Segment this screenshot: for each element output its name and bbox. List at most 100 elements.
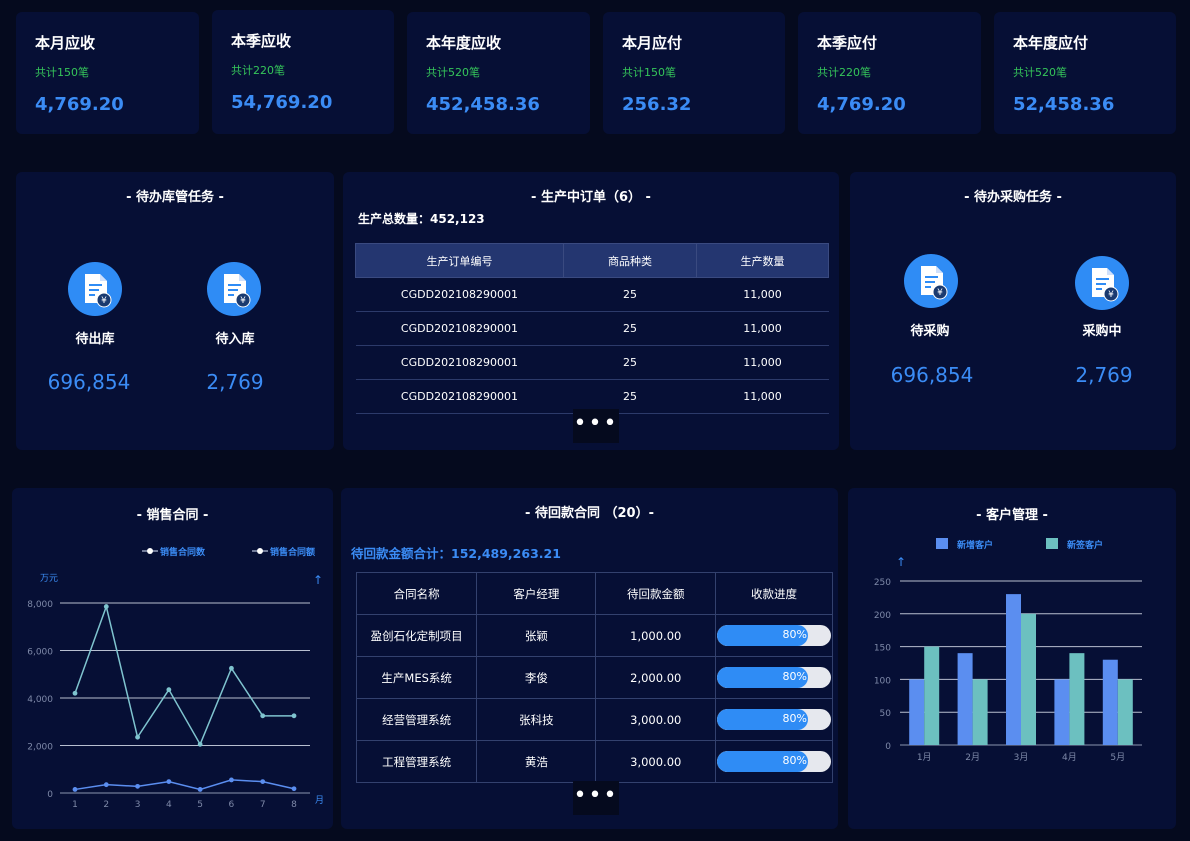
progress-cell: 80% — [715, 656, 833, 699]
document-yen-icon[interactable]: ¥ — [207, 262, 261, 316]
order-number: CGDD202108290001 — [355, 379, 564, 414]
table-row[interactable]: 经营管理系统 张科技 3,000.00 80% — [355, 698, 833, 741]
product-count: 25 — [563, 379, 697, 414]
stat-value: 54,769.20 — [231, 92, 333, 113]
column-header: 客户经理 — [476, 572, 597, 615]
svg-text:¥: ¥ — [101, 296, 107, 306]
stat-card-month-receivable: 本月应收 共计150笔 4,769.20 — [16, 12, 199, 134]
x-tick-label: 3 — [135, 800, 141, 810]
legend-label: 销售合同数 — [160, 546, 206, 558]
svg-text:¥: ¥ — [240, 296, 246, 306]
table-row[interactable]: CGDD202108290001 25 11,000 — [355, 311, 829, 346]
sales-contract-panel: - 销售合同 - 销售合同数 销售合同额 万元 ↑ 0 2,000 4,000 6,000 8,… — [12, 488, 333, 829]
quantity: 11,000 — [696, 277, 829, 312]
progress-bar: 80% — [717, 667, 831, 688]
table-row[interactable]: 工程管理系统 黄浩 3,000.00 80% — [355, 740, 833, 783]
more-button[interactable]: ••• — [573, 781, 619, 815]
y-tick-label: 0 — [885, 742, 891, 752]
progress-fill — [717, 625, 809, 646]
document-yen-icon[interactable]: ¥ — [904, 254, 958, 308]
stat-card-quarter-receivable: 本季应收 共计220笔 54,769.20 — [212, 10, 394, 134]
y-axis-arrow: ↑ — [313, 573, 323, 587]
progress-text: 80% — [782, 670, 807, 683]
stat-value: 4,769.20 — [35, 94, 124, 115]
order-number: CGDD202108290001 — [355, 345, 564, 380]
document-yen-icon[interactable]: ¥ — [68, 262, 122, 316]
x-tick-label: 7 — [260, 800, 266, 810]
pending-outbound-value: 696,854 — [47, 370, 131, 394]
data-point — [260, 779, 266, 784]
to-purchase-label: 待采购 — [910, 324, 950, 339]
bar — [1102, 659, 1118, 745]
customer-bar-chart: 新增客户 新签客户 ↑ 0 50 100 150 200 250 1月 2月 3月 4月 5月 — [874, 538, 1142, 763]
progress-fill — [717, 751, 809, 772]
data-point — [103, 782, 109, 788]
pending-inbound-label: 待入库 — [215, 332, 255, 347]
data-point — [197, 741, 203, 747]
contract-amount: 2,000.00 — [595, 656, 716, 699]
column-header: 商品种类 — [563, 243, 697, 278]
stat-count: 共计520笔 — [1013, 66, 1067, 79]
data-point — [260, 713, 266, 719]
table-row[interactable]: CGDD202108290001 25 11,000 — [355, 277, 829, 312]
progress-bar: 80% — [717, 751, 831, 772]
x-tick-label: 1 — [72, 800, 78, 810]
table-row[interactable]: CGDD202108290001 25 11,000 — [355, 345, 829, 380]
pending-inbound-value: 2,769 — [206, 370, 264, 394]
bar — [972, 679, 988, 745]
contract-manager: 黄浩 — [476, 740, 597, 783]
order-number: CGDD202108290001 — [355, 311, 564, 346]
bar — [1069, 653, 1085, 745]
table-row[interactable]: CGDD202108290001 25 11,000 — [355, 379, 829, 414]
document-yen-icon[interactable]: ¥ — [1075, 256, 1129, 310]
contract-manager: 张科技 — [476, 698, 597, 741]
y-tick-label: 4,000 — [27, 695, 53, 705]
contract-name: 工程管理系统 — [355, 740, 478, 783]
stat-count: 共计220笔 — [231, 64, 285, 77]
data-point — [166, 687, 172, 693]
progress-bar: 80% — [717, 709, 831, 730]
stat-card-year-payable: 本年度应付 共计520笔 52,458.36 — [994, 12, 1176, 134]
legend-label: 销售合同额 — [270, 546, 315, 558]
legend-swatch — [936, 538, 948, 549]
customer-management-panel: - 客户管理 - 新增客户 新签客户 ↑ 0 50 100 150 200 250 1月 2月 3月 4… — [848, 488, 1176, 829]
table-row[interactable]: 盈创石化定制项目 张颖 1,000.00 80% — [355, 614, 833, 657]
column-header: 生产订单编号 — [355, 243, 564, 278]
data-point — [229, 665, 234, 671]
column-header: 待回款金额 — [595, 572, 716, 615]
y-tick-label: 150 — [874, 644, 891, 654]
table-row[interactable]: 生产MES系统 李俊 2,000.00 80% — [355, 656, 833, 699]
series-line — [74, 603, 294, 747]
panel-title: - 待回款合同 （20）- — [525, 506, 654, 521]
svg-text:¥: ¥ — [1108, 290, 1114, 300]
bar — [1006, 594, 1021, 745]
purchasing-value: 2,769 — [1075, 363, 1133, 387]
warehouse-tasks-panel: - 待办库管任务 - ¥ ¥ 待出库 待入库 696,854 2,769 — [16, 172, 334, 450]
progress-text: 80% — [782, 628, 807, 641]
x-tick-label: 2月 — [965, 752, 980, 763]
bar — [1117, 679, 1133, 745]
data-point — [72, 787, 78, 792]
orders-table: 生产订单编号 商品种类 生产数量 CGDD202108290001 25 11,00… — [355, 243, 829, 414]
stat-card-month-payable: 本月应付 共计150笔 256.32 — [603, 12, 785, 134]
quantity: 11,000 — [696, 345, 829, 380]
product-count: 25 — [563, 345, 697, 380]
progress-fill — [717, 667, 809, 688]
data-point — [166, 779, 172, 784]
pending-outbound-label: 待出库 — [75, 332, 115, 347]
stat-label: 本年度应收 — [426, 34, 502, 52]
contract-name: 盈创石化定制项目 — [355, 614, 478, 657]
contract-amount: 3,000.00 — [595, 698, 716, 741]
x-tick-label: 4 — [166, 800, 172, 810]
y-tick-label: 2,000 — [27, 743, 53, 753]
legend-label: 新签客户 — [1067, 539, 1103, 551]
panel-title: - 生产中订单（6） - — [531, 190, 651, 205]
x-tick-label: 3月 — [1014, 752, 1029, 763]
bar — [909, 679, 925, 745]
bar — [1054, 679, 1070, 745]
table-header-row: 合同名称 客户经理 待回款金额 收款进度 — [355, 572, 833, 615]
quantity: 11,000 — [696, 379, 829, 414]
column-header: 收款进度 — [715, 572, 833, 615]
more-button[interactable]: ••• — [573, 409, 619, 443]
x-tick-label: 8 — [291, 800, 297, 810]
